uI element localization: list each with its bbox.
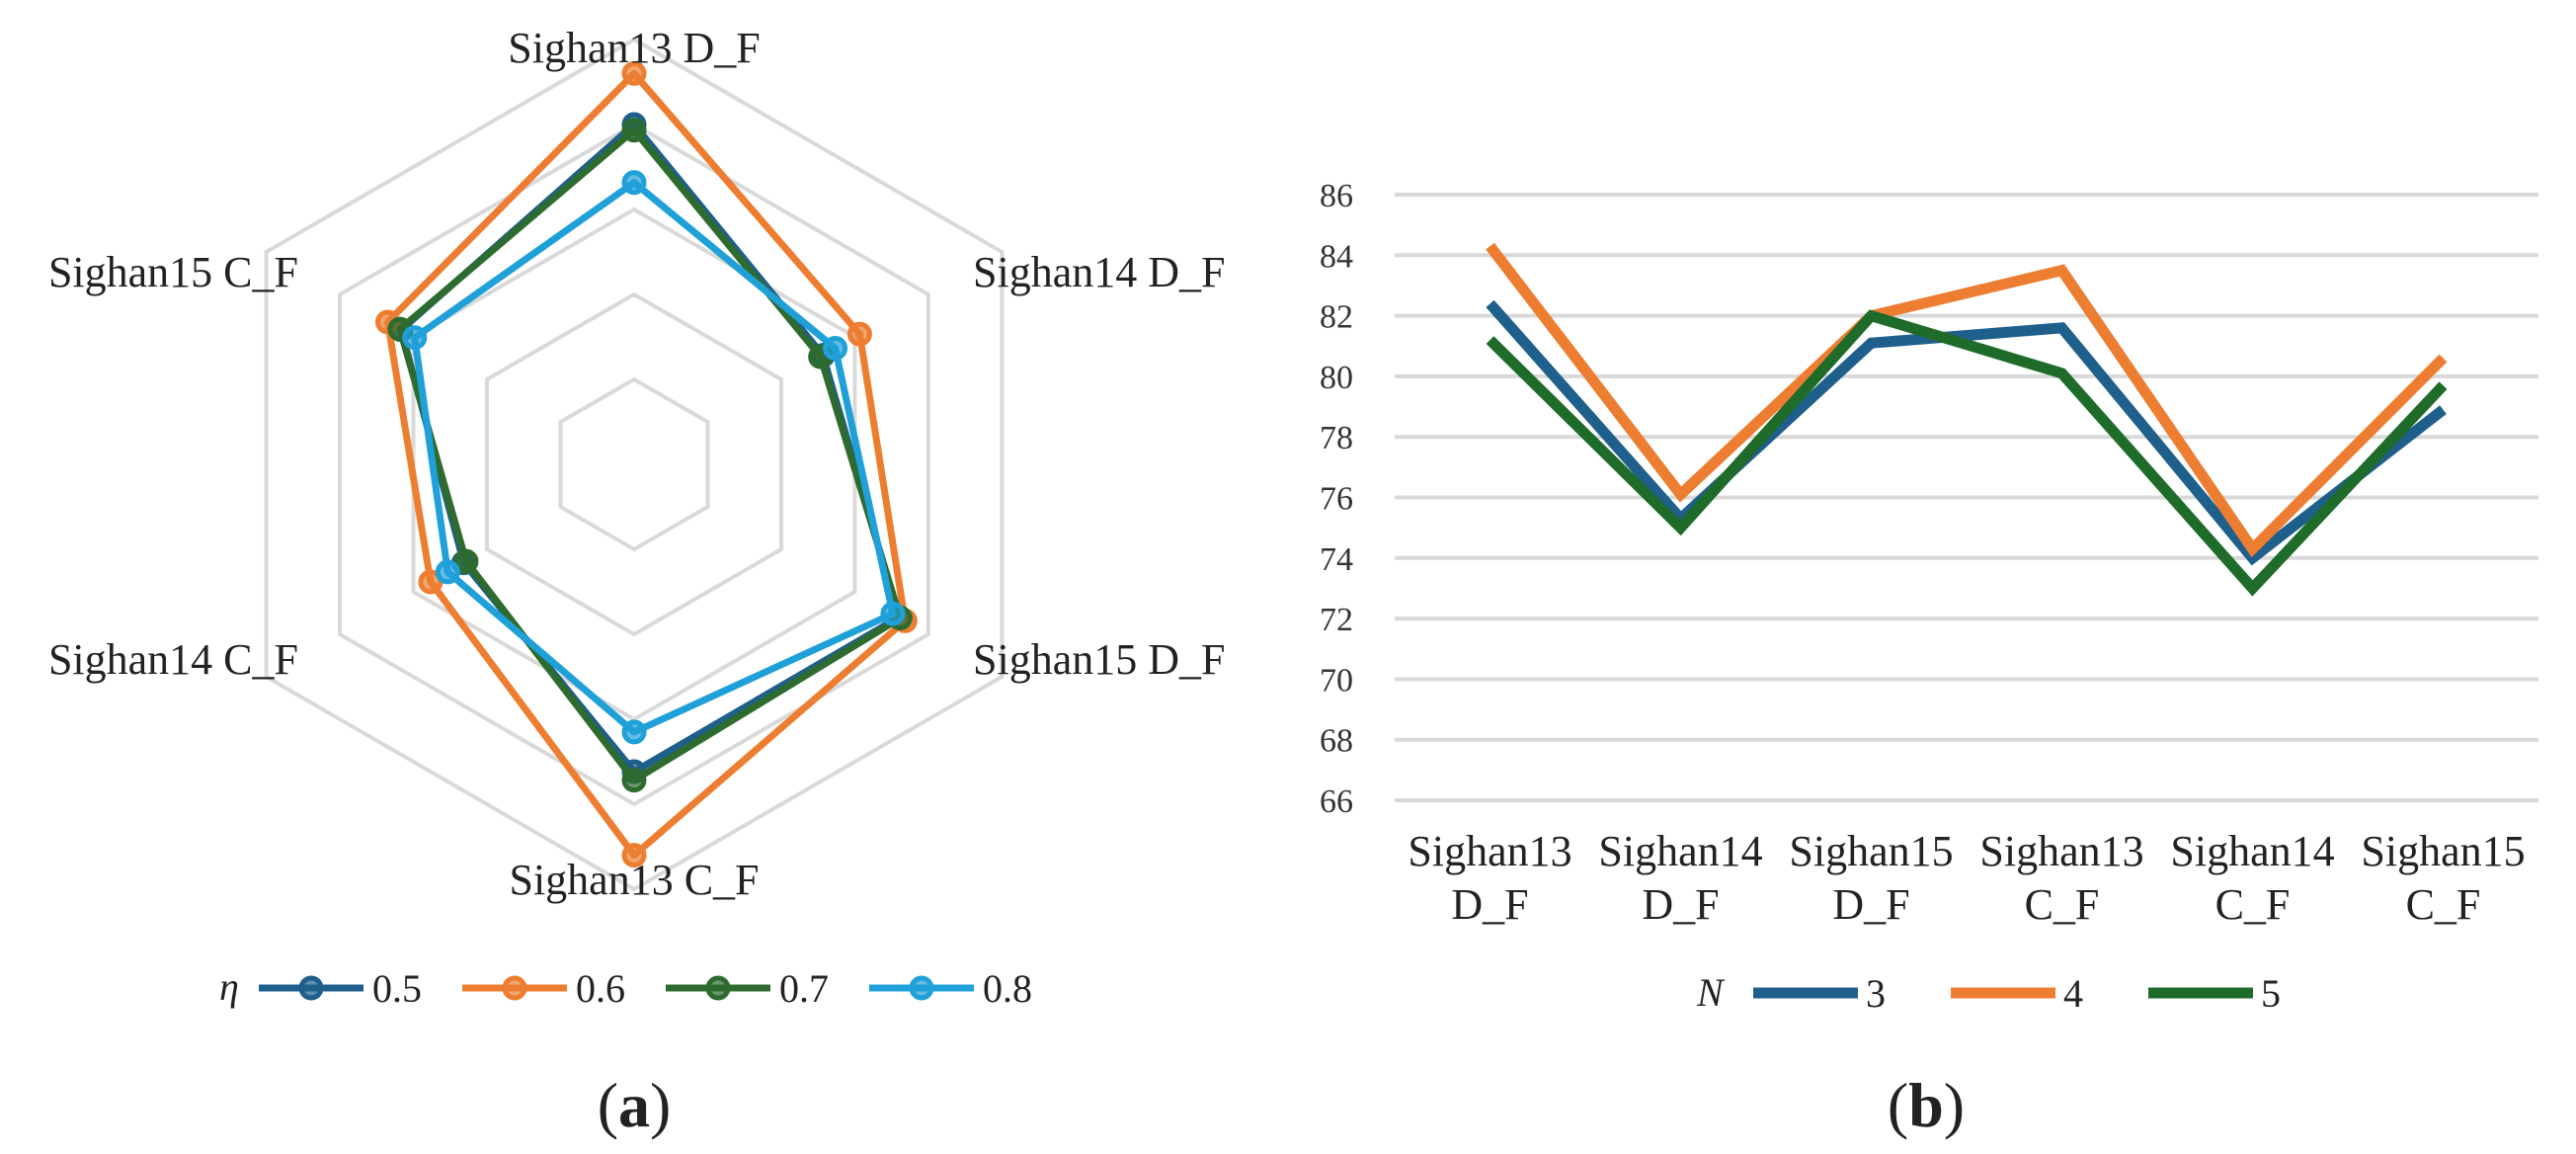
line-y-tick-label: 70 bbox=[1320, 662, 1353, 699]
radar-legend: η 0.5 0.6 0.7 0.8 bbox=[219, 964, 1032, 1011]
radar-legend-marker bbox=[909, 975, 934, 1001]
radar-legend-marker bbox=[298, 975, 324, 1001]
radar-axis-label: Sighan14 D_F bbox=[973, 248, 1225, 296]
line-x-tick-label: Sighan13 bbox=[1408, 827, 1571, 875]
radar-legend-label: 0.5 bbox=[372, 966, 422, 1011]
line-x-tick-label: Sighan14 bbox=[1598, 827, 1762, 875]
line-x-tick-label: D_F bbox=[1451, 880, 1528, 929]
radar-point bbox=[823, 335, 848, 361]
line-legend-item: 5 bbox=[2148, 971, 2281, 1016]
line-legend-label: 4 bbox=[2063, 971, 2083, 1016]
line-y-tick-label: 72 bbox=[1320, 602, 1353, 638]
radar-point bbox=[621, 170, 647, 196]
radar-grid-ring bbox=[558, 376, 710, 552]
radar-legend-title: η bbox=[219, 964, 239, 1009]
radar-point bbox=[621, 60, 647, 86]
radar-point bbox=[621, 118, 647, 143]
radar-panel-label: (a) bbox=[598, 1070, 672, 1140]
line-x-tick-labels: Sighan13 D_F Sighan14 D_F Sighan15 D_F Sighan1… bbox=[1408, 827, 2525, 929]
radar-point bbox=[621, 719, 647, 745]
line-legend: N 3 4 5 bbox=[1696, 970, 2281, 1016]
radar-legend-marker bbox=[705, 975, 731, 1001]
radar-point bbox=[621, 768, 647, 793]
line-panel-label: (b) bbox=[1888, 1070, 1965, 1140]
radar-chart: Sighan13 D_F Sighan14 D_F Sighan15 D_F S… bbox=[48, 24, 1226, 1140]
line-y-tick-label: 80 bbox=[1320, 360, 1353, 396]
radar-legend-marker bbox=[502, 975, 527, 1001]
radar-point bbox=[453, 548, 479, 574]
radar-legend-item: 0.5 bbox=[259, 966, 422, 1011]
line-y-tick-label: 78 bbox=[1320, 420, 1353, 456]
line-x-tick-label: Sighan15 bbox=[1789, 827, 1953, 875]
line-x-tick-label: Sighan13 bbox=[1979, 827, 2143, 875]
line-legend-label: 3 bbox=[1866, 971, 1886, 1016]
line-x-tick-label: C_F bbox=[2406, 880, 2481, 929]
line-series bbox=[1486, 242, 2448, 597]
radar-series-0.8 bbox=[402, 170, 906, 745]
line-legend-label: 5 bbox=[2261, 971, 2281, 1016]
radar-point bbox=[880, 601, 906, 626]
radar-axis-label: Sighan15 D_F bbox=[973, 635, 1225, 684]
line-x-tick-label: Sighan15 bbox=[2361, 827, 2525, 875]
line-x-tick-label: D_F bbox=[1642, 880, 1719, 929]
line-series-5 bbox=[1486, 309, 2448, 597]
line-legend-title: N bbox=[1696, 970, 1726, 1015]
radar-point bbox=[846, 321, 872, 347]
line-y-tick-label: 76 bbox=[1320, 481, 1353, 518]
line-y-tick-label: 66 bbox=[1320, 783, 1353, 820]
line-y-tick-label: 74 bbox=[1320, 541, 1353, 578]
line-series-4 bbox=[1486, 242, 2448, 558]
radar-legend-item: 0.8 bbox=[869, 966, 1032, 1011]
line-x-tick-label: C_F bbox=[2025, 880, 2100, 929]
radar-grid-ring bbox=[338, 122, 930, 807]
line-y-tick-labels: 66 68 70 72 74 76 78 80 82 84 86 bbox=[1320, 178, 1353, 820]
radar-point bbox=[402, 325, 428, 351]
line-x-tick-label: C_F bbox=[2215, 880, 2291, 929]
radar-series-line bbox=[397, 121, 903, 776]
radar-series-0.6 bbox=[374, 60, 918, 868]
line-y-tick-label: 82 bbox=[1320, 299, 1353, 336]
radar-legend-label: 0.6 bbox=[576, 966, 625, 1011]
radar-axis-label: Sighan14 C_F bbox=[48, 635, 298, 684]
radar-legend-item: 0.6 bbox=[462, 966, 625, 1011]
radar-axis-label: Sighan15 C_F bbox=[48, 248, 298, 296]
line-series-3 bbox=[1486, 299, 2447, 566]
radar-axis-labels: Sighan13 D_F Sighan14 D_F Sighan15 D_F S… bbox=[48, 24, 1226, 904]
radar-grid-ring bbox=[485, 291, 783, 637]
line-y-tick-label: 68 bbox=[1320, 723, 1353, 760]
radar-legend-label: 0.7 bbox=[779, 966, 829, 1011]
line-y-tick-label: 84 bbox=[1320, 238, 1353, 275]
line-x-tick-label: D_F bbox=[1832, 880, 1909, 929]
line-y-tick-label: 86 bbox=[1320, 178, 1353, 214]
line-legend-item: 3 bbox=[1753, 971, 1886, 1016]
radar-axis-label: Sighan13 C_F bbox=[509, 856, 759, 904]
line-grid bbox=[1395, 193, 2538, 802]
line-legend-item: 4 bbox=[1951, 971, 2083, 1016]
radar-point bbox=[435, 559, 460, 585]
radar-legend-label: 0.8 bbox=[983, 966, 1032, 1011]
radar-series bbox=[374, 60, 918, 868]
radar-legend-item: 0.7 bbox=[666, 966, 829, 1011]
radar-point bbox=[621, 843, 647, 868]
radar-grid-ring bbox=[264, 37, 1005, 892]
radar-axis-label: Sighan13 D_F bbox=[508, 24, 760, 72]
line-x-tick-label: Sighan14 bbox=[2170, 827, 2334, 875]
